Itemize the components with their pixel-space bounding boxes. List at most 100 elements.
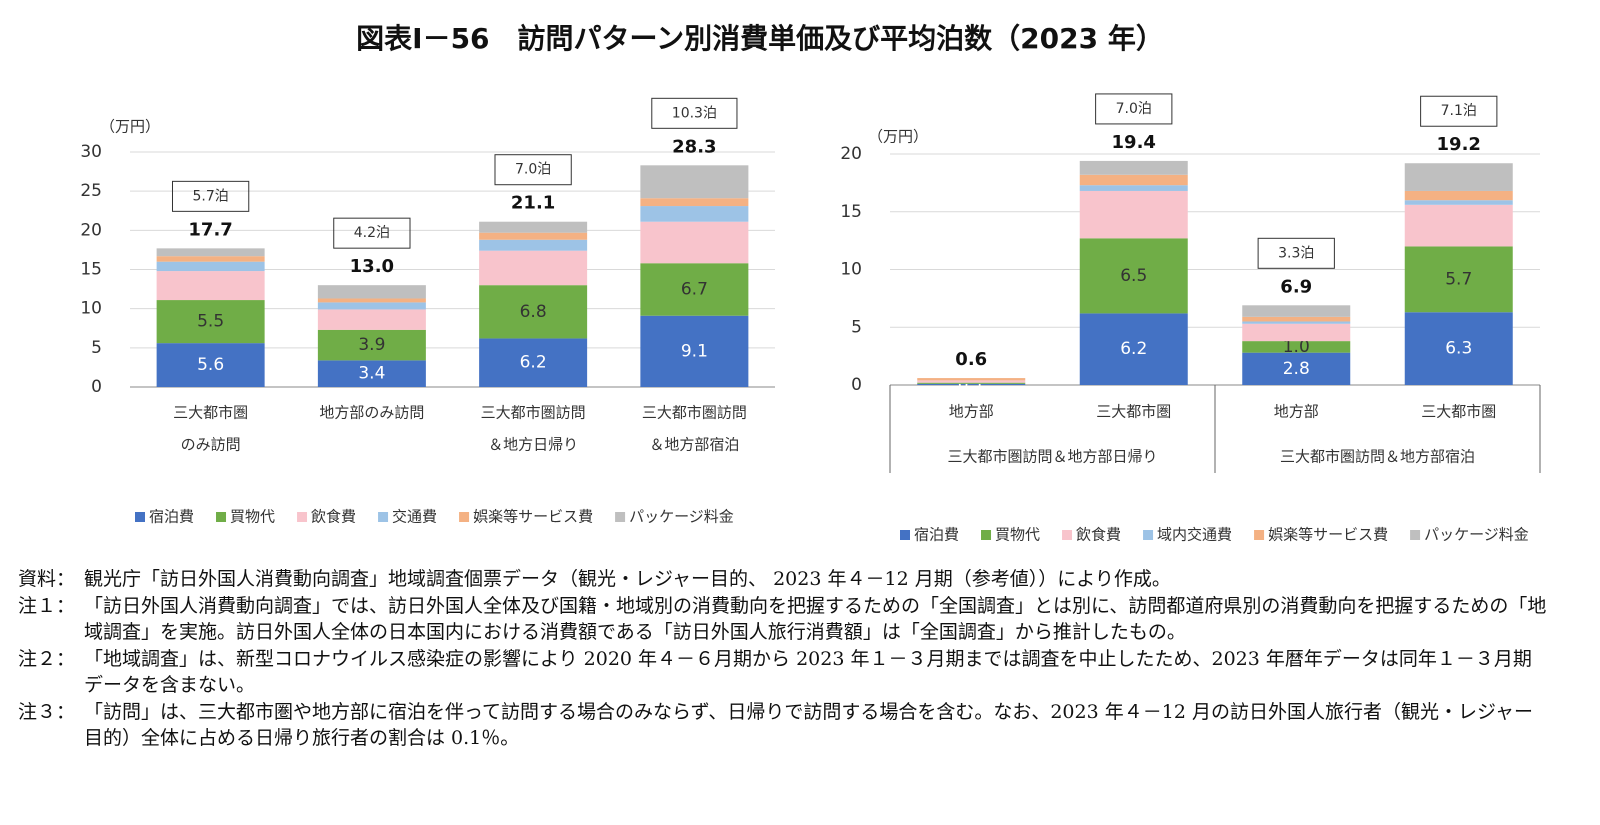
note: 注１： 「訪日外国人消費動向調査」では、訪日外国人全体及び国籍・地域別の消費動向を… (18, 593, 1548, 646)
nights-box (1420, 95, 1498, 127)
note-text: 「訪問」は、三大都市圏や地方部に宿泊を伴って訪問する場合のみならず、日帰りで訪問… (84, 700, 1534, 750)
bar-segment (1079, 185, 1188, 191)
bar-segment (640, 263, 749, 316)
nights-label: 7.1泊 (1441, 103, 1477, 119)
bar-segment (1404, 163, 1513, 191)
y-tick-label: 20 (80, 220, 102, 240)
legend-label: 娯楽等サービス費 (473, 508, 593, 526)
bar-segment (640, 206, 749, 222)
note-text: 観光庁「訪日外国人消費動向調査」地域調査個票データ（観光・レジャー目的、 202… (84, 568, 1171, 590)
value-label: 3.4 (358, 364, 385, 384)
group-label: 三大都市圏訪問＆地方部日帰り (947, 448, 1157, 466)
bar-segment (479, 285, 588, 339)
bar-segment (917, 382, 1026, 384)
bar-segment (317, 360, 426, 387)
bar-segment (317, 329, 426, 361)
notes: 資料： 観光庁「訪日外国人消費動向調査」地域調査個票データ（観光・レジャー目的、 … (18, 566, 1548, 752)
x-tick-label: 三大都市圏訪問 (481, 404, 586, 422)
nights-label: 10.3泊 (672, 105, 717, 121)
bar-segment (317, 298, 426, 303)
y-tick-label: 5 (91, 338, 102, 358)
value-label: 6.5 (1120, 266, 1147, 286)
bar-segment (917, 378, 1026, 381)
value-label: 1.0 (1283, 337, 1310, 357)
nights-box (1257, 237, 1335, 269)
bar-segment (1079, 238, 1188, 314)
note-text: 「訪日外国人消費動向調査」では、訪日外国人全体及び国籍・地域別の消費動向を把握す… (84, 594, 1547, 644)
value-label: 2.8 (1283, 359, 1310, 379)
legend-label: 飲食費 (311, 508, 356, 526)
value-label: 9.1 (681, 341, 708, 361)
legend-swatch (1143, 530, 1154, 540)
y-tick-label: 20 (840, 144, 862, 164)
value-label: 6.3 (1445, 339, 1472, 359)
bar-segment (1079, 190, 1188, 239)
legend-swatch (459, 512, 470, 522)
bar-segment (1404, 190, 1513, 201)
page-title: 図表Ⅰ－56 訪問パターン別消費単価及び平均泊数（2023 年） (356, 22, 1164, 55)
x-tick-label: 三大都市圏 (1096, 403, 1171, 421)
bar-segment (156, 343, 265, 387)
bar-segment (917, 380, 1026, 383)
value-label: 5.7 (1445, 269, 1472, 289)
nights-label: 4.2泊 (354, 225, 390, 241)
bar-segment (1404, 312, 1513, 385)
note-label: 注３： (18, 700, 76, 723)
legend-label: 交通費 (392, 508, 437, 526)
note-label: 注２： (18, 647, 76, 670)
nights-label: 7.0泊 (515, 162, 551, 178)
value-label: 6.2 (520, 353, 547, 373)
value-label: 0.1 (958, 374, 985, 394)
total-label: 6.9 (1280, 276, 1312, 297)
bar-segment (479, 232, 588, 240)
bar-segment (1079, 174, 1188, 186)
bar-segment (317, 302, 426, 310)
bar-segment (1242, 316, 1351, 322)
total-label: 19.2 (1437, 134, 1481, 155)
note-text: 「地域調査」は、新型コロナウイルス感染症の影響により 2020 年４－６月期から… (84, 647, 1532, 697)
x-tick-label: 三大都市圏 (173, 404, 248, 422)
y-tick-label: 25 (80, 181, 102, 201)
bar-segment (156, 256, 265, 262)
bar-segment (1404, 200, 1513, 205)
bar-segment (1079, 160, 1188, 175)
note-label: 注１： (18, 594, 76, 617)
y-axis-label: （万円） (100, 118, 160, 136)
y-tick-label: 10 (80, 299, 102, 319)
nights-label: 7.0泊 (1116, 101, 1152, 117)
total-label: 19.4 (1112, 132, 1156, 153)
note: 注２： 「地域調査」は、新型コロナウイルス感染症の影響により 2020 年４－６月… (18, 646, 1548, 699)
value-label: 6.7 (681, 279, 708, 299)
y-tick-label: 30 (80, 142, 102, 162)
bar-segment (479, 338, 588, 387)
group-label: 三大都市圏訪問＆地方部宿泊 (1280, 448, 1475, 466)
nights-label: 5.7泊 (192, 188, 228, 204)
y-tick-label: 0 (91, 377, 102, 397)
value-label: 6.2 (1120, 339, 1147, 359)
bar-segment (156, 271, 265, 301)
y-tick-label: 15 (80, 260, 102, 280)
value-label: 5.5 (197, 312, 224, 332)
y-tick-label: 0 (851, 375, 862, 395)
x-tick-label: ＆地方部宿泊 (649, 436, 739, 454)
legend-swatch (1410, 530, 1421, 540)
nights-box (333, 217, 411, 249)
bar-segment (1242, 352, 1351, 385)
legend-swatch (216, 512, 227, 522)
legend-swatch (135, 512, 145, 522)
total-label: 21.1 (511, 193, 555, 214)
x-tick-label: 地方部 (949, 403, 994, 421)
bar-segment (1079, 313, 1188, 385)
note-label: 資料： (18, 568, 76, 590)
legend-label: パッケージ料金 (1424, 526, 1529, 544)
bar-segment (640, 315, 749, 387)
y-tick-label: 15 (840, 202, 862, 222)
x-tick-label: 地方部 (1274, 403, 1319, 421)
total-label: 28.3 (672, 136, 716, 157)
note: 資料： 観光庁「訪日外国人消費動向調査」地域調査個票データ（観光・レジャー目的、 … (18, 566, 1548, 593)
bar-segment (1404, 246, 1513, 313)
legend-label: パッケージ料金 (629, 508, 734, 526)
legend-swatch (378, 512, 389, 522)
bar-segment (479, 250, 588, 286)
